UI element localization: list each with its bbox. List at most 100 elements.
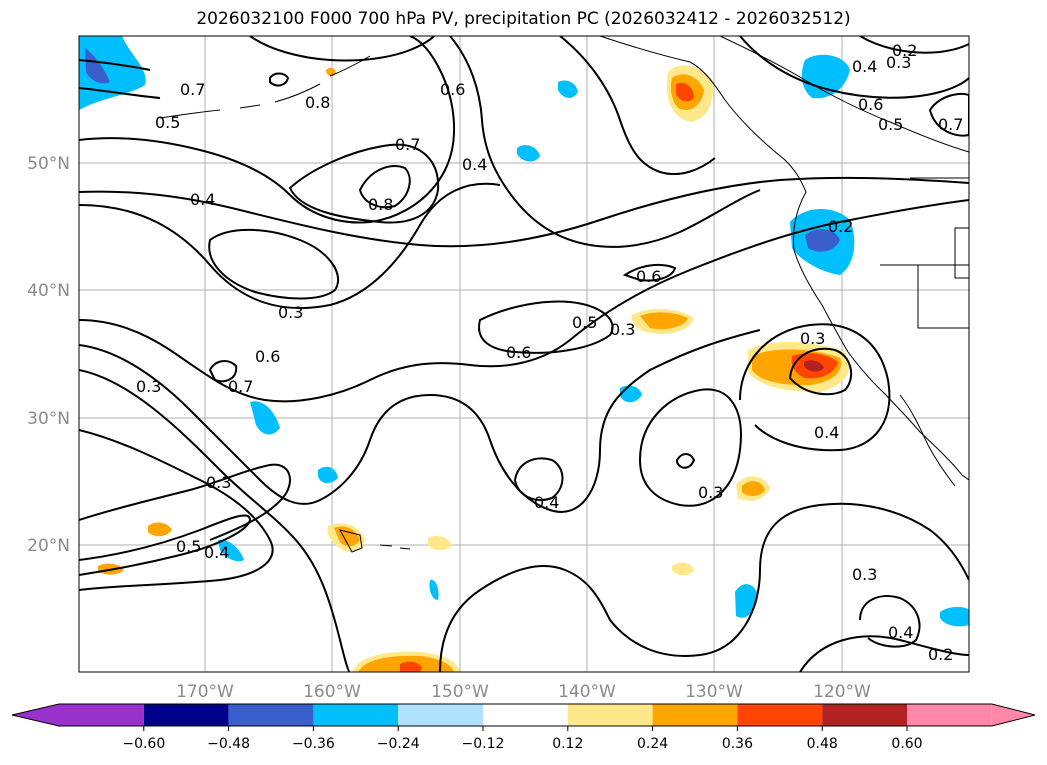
pv-contour bbox=[739, 36, 969, 99]
map-border bbox=[78, 35, 970, 673]
colorbar-segment bbox=[398, 704, 483, 726]
lon-tick-label: 150°W bbox=[431, 682, 489, 702]
contour-label: 0.4 bbox=[190, 190, 215, 209]
pv-contour bbox=[928, 92, 969, 137]
pv-contour bbox=[249, 36, 435, 62]
precip-neg-area bbox=[85, 48, 110, 84]
contour-label: 0.7 bbox=[395, 135, 420, 154]
lon-tick-label: 120°W bbox=[813, 682, 871, 702]
contour-label: 0.5 bbox=[572, 313, 597, 332]
colorbar-tick-label: 0.24 bbox=[637, 736, 668, 752]
pv-contour bbox=[799, 635, 969, 672]
colorbar-segment bbox=[737, 704, 823, 726]
lon-tick-label: 160°W bbox=[303, 682, 361, 702]
precip-neg-area bbox=[250, 401, 280, 435]
contour-label: 0.3 bbox=[886, 53, 911, 72]
contour-label: 0.6 bbox=[440, 80, 465, 99]
pv-contour bbox=[79, 429, 274, 591]
colorbar-segment bbox=[59, 704, 144, 726]
pv-contour bbox=[79, 199, 969, 403]
precip-pos-area bbox=[676, 82, 694, 102]
contour-label: 0.4 bbox=[852, 57, 877, 76]
contour-label: 0.2 bbox=[892, 41, 917, 60]
colorbar-segment bbox=[483, 704, 568, 726]
precip-neg-area bbox=[940, 606, 969, 627]
contour-label: 0.3 bbox=[136, 377, 161, 396]
pv-contour bbox=[79, 59, 161, 99]
pv-contour bbox=[208, 360, 238, 383]
colorbar-segment bbox=[313, 704, 399, 726]
colorbar-tick-label: −0.60 bbox=[122, 736, 165, 752]
colorbar-tick-label: −0.48 bbox=[207, 736, 250, 752]
colorbar-tick-label: 0.36 bbox=[722, 736, 753, 752]
contour-label: 0.7 bbox=[938, 115, 963, 134]
pv-contour bbox=[676, 453, 696, 469]
pv-contour bbox=[449, 36, 761, 248]
lat-axis: 50°N 40°N 30°N 20°N bbox=[27, 154, 70, 556]
colorbar-tick-label: −0.24 bbox=[377, 736, 420, 752]
contour-label: 0.6 bbox=[636, 267, 661, 286]
precip-pos-area bbox=[742, 481, 765, 496]
precip-neg-area bbox=[805, 228, 840, 252]
colorbar-tick-label: 0.12 bbox=[552, 736, 583, 752]
contour-labels: 0.7 0.8 0.5 0.6 0.4 0.7 0.8 0.4 0.2 0.4 … bbox=[136, 41, 963, 664]
contour-label: 0.3 bbox=[800, 329, 825, 348]
precip-neg-area bbox=[318, 466, 338, 484]
pv-contour bbox=[79, 176, 969, 248]
contour-label: 0.8 bbox=[368, 195, 393, 214]
pv-contour bbox=[559, 36, 716, 176]
contour-label: 0.6 bbox=[506, 343, 531, 362]
pv-contour bbox=[859, 595, 921, 648]
lat-tick-label: 30°N bbox=[27, 409, 70, 429]
lon-tick-label: 170°W bbox=[176, 682, 234, 702]
colorbar-segment bbox=[567, 704, 653, 726]
pv-contour bbox=[638, 388, 742, 507]
colorbar-segment bbox=[12, 704, 59, 726]
lon-tick-label: 130°W bbox=[685, 682, 743, 702]
contour-label: 0.7 bbox=[180, 80, 205, 99]
contour-label: 0.4 bbox=[534, 493, 559, 512]
lat-tick-label: 20°N bbox=[27, 536, 70, 556]
lon-axis: 170°W 160°W 150°W 140°W 130°W 120°W bbox=[176, 682, 871, 702]
precip-neg-area bbox=[429, 579, 439, 600]
pv-contours bbox=[79, 36, 969, 672]
precip-neg-area bbox=[517, 145, 540, 162]
contour-label: 0.6 bbox=[255, 347, 280, 366]
pv-contour bbox=[79, 463, 291, 541]
lat-tick-label: 40°N bbox=[27, 281, 70, 301]
colorbar-segment bbox=[907, 704, 992, 726]
contour-label: 0.3 bbox=[610, 320, 635, 339]
contour-label: 0.6 bbox=[858, 95, 883, 114]
contour-label: 0.2 bbox=[828, 217, 853, 236]
contour-label: 0.4 bbox=[888, 623, 913, 642]
precip-pos-area bbox=[672, 562, 694, 576]
precip-neg-area bbox=[218, 539, 244, 562]
pv-contour bbox=[439, 502, 969, 672]
precip-pos-area bbox=[804, 360, 824, 372]
pv-contour bbox=[79, 514, 252, 576]
contour-label: 0.8 bbox=[305, 93, 330, 112]
contour-label: 0.3 bbox=[698, 483, 723, 502]
contour-label: 0.2 bbox=[928, 645, 953, 664]
contour-label: 0.5 bbox=[155, 113, 180, 132]
precip-neg-area bbox=[801, 54, 850, 99]
pv-contour bbox=[288, 143, 440, 224]
lon-tick-label: 140°W bbox=[558, 682, 616, 702]
colorbar-segment bbox=[228, 704, 314, 726]
colorbar-segment bbox=[822, 704, 907, 726]
lat-tick-label: 50°N bbox=[27, 154, 70, 174]
coastlines bbox=[159, 36, 969, 553]
pv-contour bbox=[739, 323, 891, 452]
contour-label: 0.4 bbox=[462, 155, 487, 174]
precip-pos-area bbox=[400, 661, 422, 672]
colorbar-segment bbox=[143, 704, 229, 726]
contour-label: 0.3 bbox=[206, 473, 231, 492]
contour-label: 0.7 bbox=[228, 377, 253, 396]
colorbar: −0.60 −0.48 −0.36 −0.24 −0.12 0.12 0.24 … bbox=[11, 703, 1036, 752]
colorbar-tick-label: −0.36 bbox=[292, 736, 335, 752]
precip-shading bbox=[79, 36, 969, 672]
pv-contour bbox=[79, 369, 351, 672]
precip-pos-area bbox=[428, 536, 452, 551]
precip-pos-area bbox=[640, 312, 688, 330]
